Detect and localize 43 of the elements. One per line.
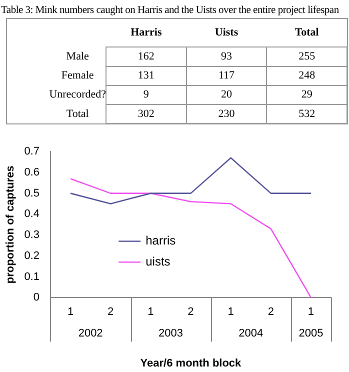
x-tick-label: 1 (67, 306, 74, 318)
text: 2002 (78, 328, 103, 340)
data-label: 162 (138, 50, 154, 63)
y-tick-label: 0.5 (24, 187, 40, 200)
y-tick-label: Total (66, 108, 89, 120)
legend-label: harris (146, 234, 176, 248)
x-tick-label: 1 (148, 306, 154, 318)
y-tick-label: 0.4 (24, 208, 40, 220)
y-tick-label: 0 (33, 292, 40, 304)
data-label: 93 (221, 50, 232, 63)
x-tick-label: 2 (188, 306, 194, 318)
data-label: 255 (298, 50, 316, 63)
data-label: 20 (221, 88, 232, 101)
x-tick-label: Total (294, 26, 319, 38)
y-tick-label: 0.1 (24, 270, 40, 283)
text: 2005 (298, 328, 324, 340)
data-label: 532 (298, 108, 316, 120)
data-label: 9 (143, 88, 150, 101)
text: 2004 (238, 328, 264, 340)
x-tick-label: Uists (214, 26, 239, 38)
data-label: 302 (138, 108, 154, 120)
x-tick-label: 1 (308, 306, 314, 318)
y-axis-title: proportion of captures (4, 166, 17, 284)
y-tick-label: Male (66, 50, 90, 63)
y-tick-label: 0.3 (24, 229, 40, 242)
data-label: 131 (138, 70, 154, 82)
y-tick-label: 0.6 (24, 166, 40, 178)
data-label: 117 (218, 70, 236, 82)
x-tick-label: Harris (130, 26, 162, 38)
text: 2003 (158, 328, 183, 340)
x-tick-label: 1 (228, 306, 234, 318)
data-label: 248 (298, 70, 316, 82)
x-axis-title: Year/6 month block (140, 357, 242, 370)
y-tick-label: 0.2 (24, 250, 40, 262)
x-tick-label: 2 (108, 306, 114, 318)
y-tick-label: Unrecorded? (49, 88, 106, 101)
y-tick-label: 0.7 (24, 146, 40, 158)
chart-title: Table 3: Mink numbers caught on Harris and the Uists over the entire project lifespan (1, 5, 339, 16)
data-label: 29 (301, 88, 313, 101)
data-label: 230 (218, 108, 236, 120)
x-tick-label: 2 (268, 306, 274, 318)
legend-label: uists (146, 254, 170, 268)
y-tick-label: Female (61, 70, 94, 82)
